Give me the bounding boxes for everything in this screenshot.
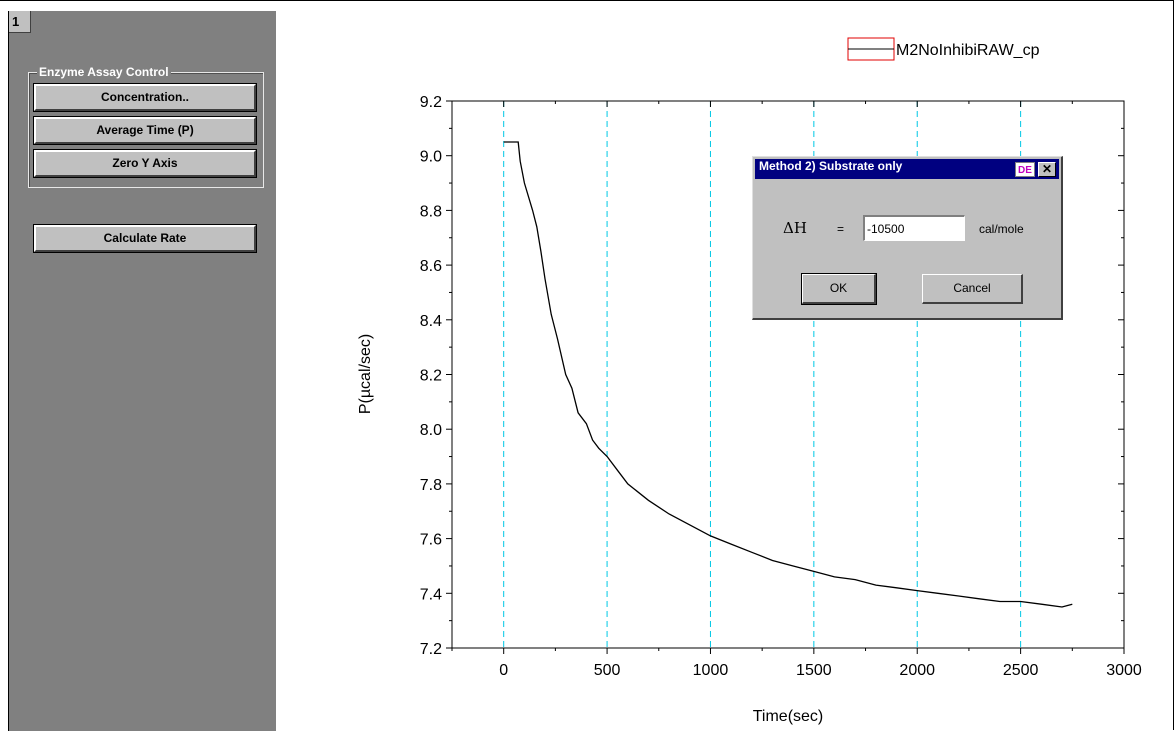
y-tick-label-7: 8.6 xyxy=(420,258,442,275)
cancel-button[interactable]: Cancel xyxy=(922,274,1023,304)
calculate-rate-button[interactable]: Calculate Rate xyxy=(33,224,257,253)
x-tick-label-1: 500 xyxy=(594,662,621,679)
dialog-title: Method 2) Substrate only xyxy=(759,159,903,173)
y-tick-label-3: 7.8 xyxy=(420,477,442,494)
method-dialog: Method 2) Substrate only DE ✕ ΔH = cal/m… xyxy=(752,156,1063,320)
help-icon[interactable]: DE xyxy=(1015,162,1035,177)
series-line-0 xyxy=(503,141,1073,608)
dialog-title-bar[interactable]: Method 2) Substrate only DE ✕ xyxy=(755,159,1059,179)
delta-h-input[interactable] xyxy=(863,215,965,241)
x-axis-label: Time(sec) xyxy=(753,708,824,725)
ok-button[interactable]: OK xyxy=(801,273,877,305)
x-tick-label-4: 2000 xyxy=(899,662,935,679)
x-tick-label-5: 2500 xyxy=(1003,662,1039,679)
x-tick-label-0: 0 xyxy=(499,662,508,679)
y-tick-label-6: 8.4 xyxy=(420,313,442,330)
y-tick-label-0: 7.2 xyxy=(420,641,442,658)
y-tick-label-8: 8.8 xyxy=(420,203,442,220)
y-tick-label-9: 9.0 xyxy=(420,149,442,166)
panel-divider xyxy=(8,11,9,731)
y-tick-label-2: 7.6 xyxy=(420,532,442,549)
group-label: Enzyme Assay Control xyxy=(37,65,171,79)
control-panel: 1 Enzyme Assay Control Concentration.. A… xyxy=(9,11,276,731)
equals-label: = xyxy=(837,222,845,236)
concentration-button[interactable]: Concentration.. xyxy=(33,83,257,112)
close-icon[interactable]: ✕ xyxy=(1038,162,1056,177)
zero-y-axis-button[interactable]: Zero Y Axis xyxy=(33,149,257,178)
panel-number: 1 xyxy=(9,11,31,33)
unit-label: cal/mole xyxy=(979,222,1024,236)
x-tick-label-6: 3000 xyxy=(1106,662,1142,679)
delta-h-label: ΔH xyxy=(783,219,807,237)
x-tick-label-3: 1500 xyxy=(796,662,832,679)
y-tick-label-1: 7.4 xyxy=(420,586,442,603)
legend-label: M2NoInhibiRAW_cp xyxy=(896,42,1040,59)
average-time-button[interactable]: Average Time (P) xyxy=(33,116,257,145)
x-tick-label-2: 1000 xyxy=(693,662,729,679)
y-axis-label: P(µcal/sec) xyxy=(357,334,374,414)
y-tick-label-10: 9.2 xyxy=(420,94,442,111)
y-tick-label-5: 8.2 xyxy=(420,368,442,385)
y-tick-label-4: 8.0 xyxy=(420,422,442,439)
